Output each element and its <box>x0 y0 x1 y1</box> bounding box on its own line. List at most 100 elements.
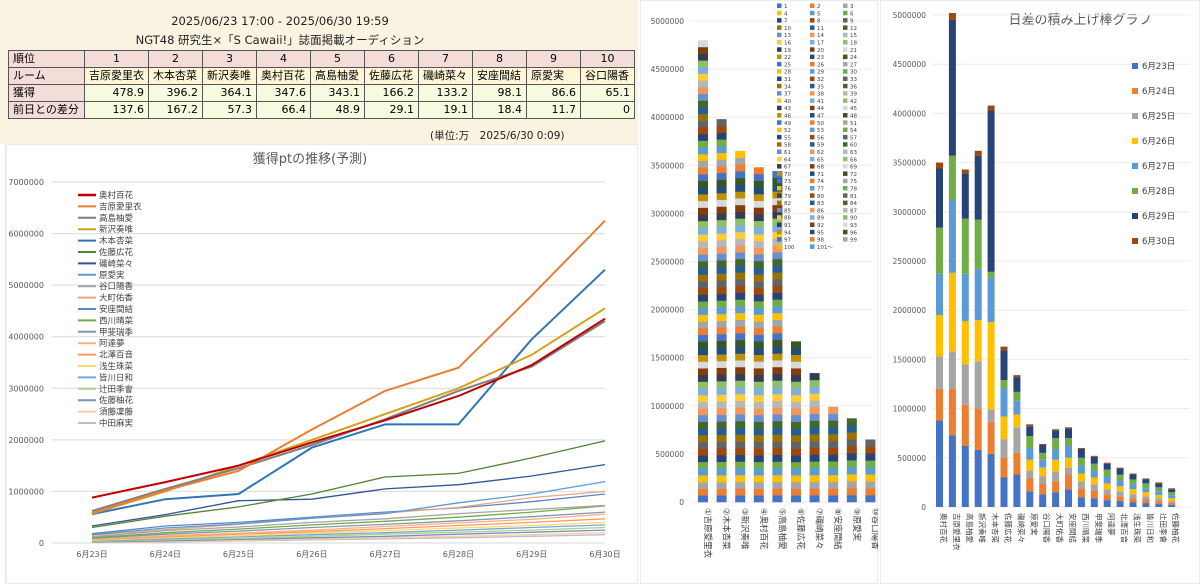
bar-segment <box>735 198 746 206</box>
legend-label: 91 <box>784 223 791 229</box>
legend-label: 50 <box>817 121 824 127</box>
bar-segment <box>1090 455 1098 457</box>
bar-segment <box>716 300 727 308</box>
legend-swatch <box>810 178 815 184</box>
bar-segment <box>716 226 727 234</box>
bar-segment <box>735 393 746 402</box>
bar-segment <box>1116 501 1124 507</box>
bar-segment <box>698 167 708 175</box>
series-line-14 <box>91 513 606 541</box>
x-tick-label: 磯崎菜々 <box>1016 513 1026 543</box>
bar-segment <box>772 373 783 381</box>
legend-label: 6月29日 <box>1142 212 1175 222</box>
bar-segment <box>1168 501 1176 504</box>
legend-label: 58 <box>784 143 791 149</box>
bar-segment <box>1000 350 1008 381</box>
bar-segment <box>846 446 857 454</box>
legend-label: 54 <box>850 128 857 134</box>
bar-segment <box>698 247 708 255</box>
legend-label: 81 <box>850 194 857 200</box>
x-tick-label: 6月27日 <box>370 550 401 559</box>
legend-label: 39 <box>850 92 857 98</box>
bar-segment <box>1142 503 1150 507</box>
stacked-bar-chart: 0 500000 1000000 1500000 2000000 2500000 30000… <box>640 0 878 584</box>
legend-label: 51 <box>850 121 857 127</box>
bar-segment <box>1065 445 1072 458</box>
series-line-9 <box>91 504 606 538</box>
bar-segment <box>735 461 746 469</box>
bar-segment <box>948 351 956 389</box>
legend-swatch <box>777 91 782 96</box>
cell-name-6: 佐藤広花 <box>364 67 419 85</box>
bar-segment <box>716 266 727 274</box>
legend-label: 48 <box>850 114 857 120</box>
bar-segment <box>1116 480 1124 487</box>
bar-segment <box>828 440 839 448</box>
bar-segment <box>846 474 857 482</box>
bar-segment <box>698 207 708 215</box>
bar-segment <box>698 187 708 195</box>
legend-label: 6月30日 <box>1142 237 1175 247</box>
legend-label: 67 <box>784 165 791 171</box>
bar-segment <box>753 200 764 208</box>
bar-segment <box>716 125 727 133</box>
bar-segment <box>828 495 839 503</box>
bar-segment <box>716 421 727 429</box>
bar-segment <box>735 238 746 246</box>
legend-label: 11 <box>817 26 824 32</box>
series-line-5 <box>91 268 606 516</box>
x-tick-label: 木本杏菜 <box>991 513 1001 543</box>
y-tick-label: 3500000 <box>651 161 685 170</box>
bar-segment <box>698 294 708 302</box>
legend-label: 西川晴菜 <box>99 315 134 326</box>
bar-segment <box>716 475 727 483</box>
legend-label: 25 <box>784 62 791 68</box>
bar-segment <box>846 481 857 489</box>
table-row-name: ルーム 吉原愛里衣 木本杏菜 新沢奏唯 奥村百花 高島柚愛 佐藤広花 磯崎菜々 安座間結 原愛実谷… <box>8 67 635 85</box>
bar-segment <box>753 475 764 483</box>
bar-segment <box>1129 479 1137 485</box>
bar-segment <box>1142 483 1150 489</box>
bar-segment <box>716 334 727 342</box>
legend-label: 佐藤柚花 <box>99 395 134 406</box>
y-tick-label: 4500000 <box>651 65 685 74</box>
legend-label: 66 <box>850 157 857 163</box>
legend-label: 44 <box>817 106 824 112</box>
cell-gained-2: 396.2 <box>148 84 203 102</box>
bar-segment <box>809 379 820 387</box>
bar-segment <box>1077 481 1085 489</box>
legend-swatch <box>810 149 815 154</box>
bar-segment <box>716 240 727 248</box>
legend-swatch <box>810 193 815 198</box>
x-tick-label: 6月28日 <box>443 550 474 559</box>
legend-label: 須藤凜藤 <box>99 407 134 418</box>
bar-segment <box>735 245 746 253</box>
bar-segment <box>1065 457 1072 468</box>
bar-segment <box>1052 429 1060 431</box>
bar-segment <box>1039 483 1047 495</box>
stacked-bar <box>791 341 801 503</box>
cell-diff-2: 167.2 <box>148 101 203 119</box>
bar-segment <box>698 113 708 121</box>
legend-swatch <box>810 156 815 162</box>
x-tick-label: 6月26日 <box>296 550 327 559</box>
bar-segment <box>1168 488 1176 490</box>
legend-label: 75 <box>850 179 857 185</box>
cell-name-5: 高島柚愛 <box>310 67 365 85</box>
bar-segment <box>753 461 764 469</box>
legend-label: 76 <box>784 187 791 193</box>
legend-label: 17 <box>817 41 824 47</box>
bar-segment <box>772 461 783 469</box>
x-tick-label: 大町佑香 <box>1055 513 1065 543</box>
legend-swatch <box>810 222 815 227</box>
bar-segment <box>753 448 764 456</box>
bar-segment <box>735 339 746 347</box>
legend-label: 阿達夢 <box>99 338 125 349</box>
bar-segment <box>698 441 708 449</box>
legend-swatch <box>810 207 815 213</box>
cell-rank-7: 7 <box>418 50 473 68</box>
bar-segment <box>828 406 839 414</box>
bar-segment <box>716 407 727 415</box>
legend-label: 31 <box>784 77 791 83</box>
bar-segment <box>772 306 783 314</box>
